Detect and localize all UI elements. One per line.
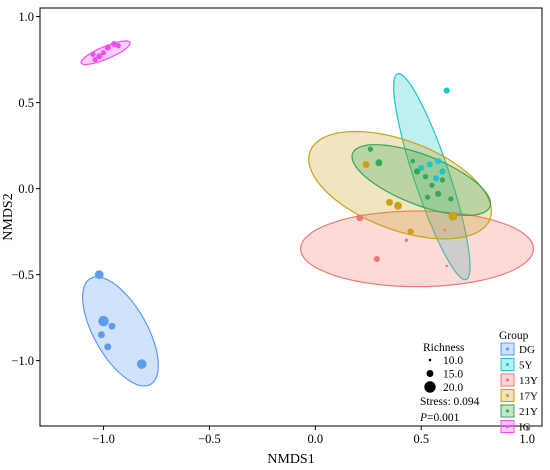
point-5y — [439, 168, 446, 175]
point-5y — [418, 164, 425, 172]
plot-frame — [39, 7, 543, 427]
x-tick-label: −1.0 — [92, 432, 115, 446]
point-21y — [439, 177, 446, 183]
group-legend-label-dg: DG — [519, 344, 535, 356]
point-ig — [96, 53, 103, 60]
y-axis-ticks: −1.0 −0.5 0.0 0.5 1.0 — [11, 10, 40, 368]
ellipse-21y — [351, 144, 492, 217]
point-17y — [448, 211, 458, 221]
p-value-symbol: P — [419, 412, 427, 424]
point-dg — [136, 359, 147, 369]
stress-annotation: Stress: 0.094 — [420, 396, 480, 408]
richness-legend-dot — [424, 381, 436, 393]
group-legend-title: Group — [499, 330, 529, 342]
y-tick-label: −0.5 — [11, 268, 34, 282]
point-13y — [404, 238, 409, 242]
point-17y — [362, 161, 370, 168]
confidence-ellipses — [80, 40, 535, 387]
p-value-annotation: P=0.001 — [419, 412, 460, 424]
group-legend: Group DG 5Y 13Y 17Y 21Y IG — [499, 330, 538, 434]
y-tick-label: 1.0 — [18, 10, 34, 24]
point-dg — [98, 315, 109, 327]
point-dg — [108, 322, 116, 330]
point-ig — [104, 44, 111, 51]
point-ig — [100, 50, 107, 56]
point-17y — [407, 228, 414, 235]
group-legend-label-21y: 21Y — [519, 406, 538, 418]
richness-legend: Richness 10.0 15.020.0 — [423, 342, 465, 394]
ellipse-dg — [81, 276, 159, 387]
group-legend-dot-21y — [505, 409, 510, 413]
p-value-number: =0.001 — [427, 412, 460, 424]
point-13y — [445, 264, 449, 268]
point-5y — [435, 158, 442, 165]
y-axis-label: NMDS2 — [1, 193, 16, 240]
group-legend-dot-dg — [505, 347, 510, 351]
richness-legend-dot — [428, 358, 432, 362]
point-17y — [394, 201, 402, 210]
x-tick-label: −0.5 — [198, 432, 221, 446]
point-5y — [433, 175, 440, 182]
point-13y — [443, 228, 446, 232]
group-legend-dot-13y — [505, 378, 510, 382]
point-21y — [422, 173, 429, 180]
point-13y — [373, 256, 380, 263]
data-points — [90, 41, 458, 369]
x-tick-label: 0.5 — [413, 432, 429, 446]
point-dg — [97, 331, 105, 339]
point-21y — [429, 182, 435, 188]
point-ig — [90, 51, 96, 58]
ellipse-5y — [393, 72, 471, 281]
point-21y — [424, 194, 431, 200]
group-legend-dot-5y — [505, 362, 510, 367]
group-legend-label-13y: 13Y — [519, 375, 538, 387]
point-21y — [448, 196, 454, 202]
point-dg — [104, 343, 112, 351]
richness-legend-dot — [426, 370, 434, 377]
point-13y — [356, 214, 364, 222]
ellipse-17y — [308, 130, 493, 240]
point-ig — [92, 56, 98, 63]
point-dg — [94, 270, 104, 279]
x-tick-label: 0.0 — [308, 432, 324, 446]
group-legend-label-5y: 5Y — [519, 360, 533, 372]
group-legend-dot-ig — [505, 424, 510, 429]
richness-legend-label: 20.0 — [443, 382, 463, 394]
richness-legend-label: 10.0 — [443, 355, 463, 367]
point-ig — [111, 41, 118, 48]
group-legend-label-ig: IG — [519, 422, 531, 434]
x-axis-ticks: −1.0 −0.5 0.0 0.5 1.0 — [92, 426, 535, 446]
point-17y — [386, 198, 393, 206]
x-axis-label: NMDS1 — [267, 452, 314, 467]
group-legend-label-17y: 17Y — [519, 391, 538, 403]
point-ig — [115, 43, 122, 49]
point-5y — [443, 87, 450, 94]
richness-legend-label: 15.0 — [443, 369, 463, 381]
point-21y — [367, 146, 374, 152]
point-21y — [410, 158, 415, 164]
group-legend-dot-17y — [505, 393, 510, 398]
y-tick-label: 0.5 — [18, 96, 34, 110]
y-tick-label: 0.0 — [18, 182, 34, 196]
x-tick-label: 1.0 — [519, 432, 535, 446]
ellipse-13y — [299, 210, 535, 288]
y-tick-label: −1.0 — [11, 354, 34, 368]
point-21y — [375, 159, 383, 167]
point-21y — [435, 190, 442, 197]
point-21y — [413, 168, 421, 175]
point-5y — [426, 161, 433, 168]
richness-legend-title: Richness — [423, 342, 465, 354]
